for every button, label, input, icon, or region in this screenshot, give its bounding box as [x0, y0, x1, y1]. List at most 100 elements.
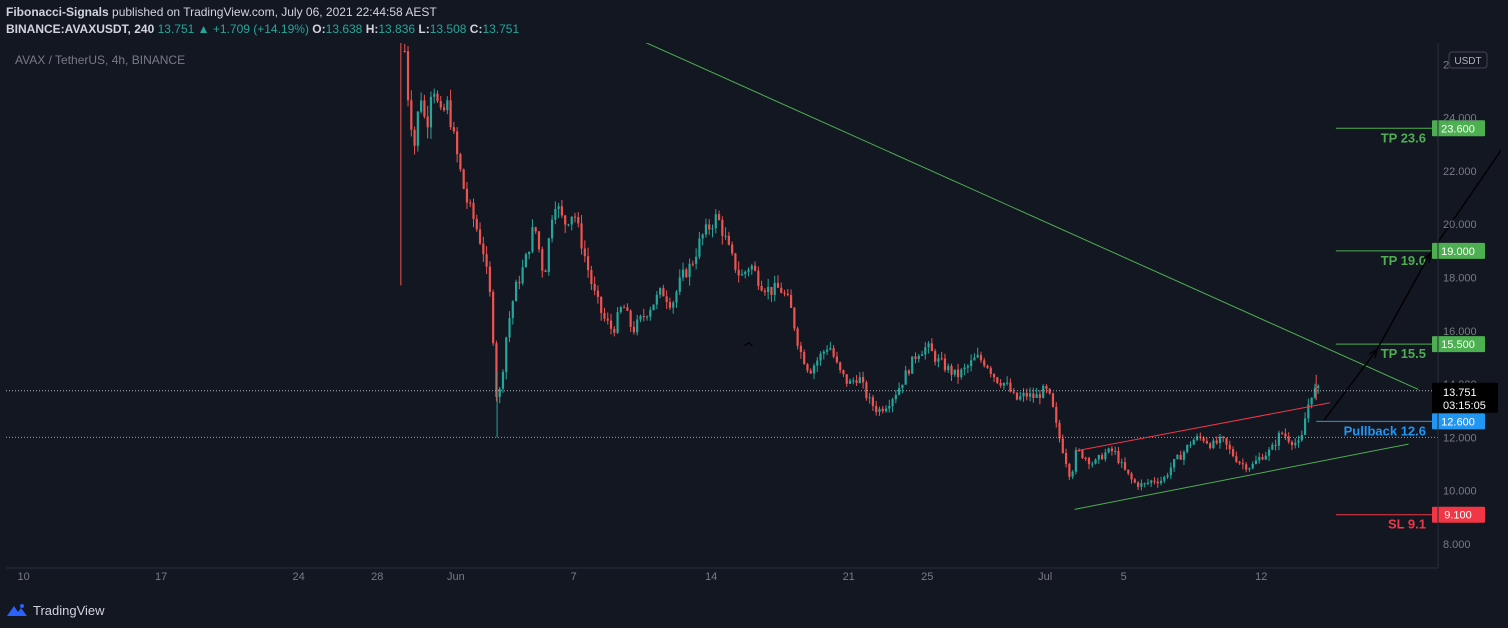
- candle-body: [672, 302, 675, 308]
- candle-body: [410, 100, 413, 130]
- candle-body: [1143, 483, 1146, 485]
- candle-body: [1051, 393, 1055, 407]
- candle-body: [1084, 458, 1087, 460]
- candle-body: [544, 270, 547, 272]
- price-tick-label: 8.000: [1443, 539, 1471, 551]
- candle-body: [600, 296, 603, 313]
- candle-body: [675, 291, 678, 303]
- candle-body: [606, 318, 609, 321]
- candle-body: [878, 408, 881, 412]
- countdown-text: 03:15:05: [1443, 400, 1486, 412]
- price-tag-tp2: [1432, 242, 1485, 259]
- candle-body: [1261, 457, 1264, 460]
- candle-body: [442, 107, 446, 111]
- candle-body: [825, 349, 829, 352]
- last-price-tag-text: 13.751: [1443, 387, 1477, 399]
- time-tick-label: Jul: [1038, 571, 1052, 583]
- candle-body: [1110, 448, 1114, 452]
- time-axis[interactable]: 10 17 24 28 Jun 7 14 21 25 Jul 5 12: [6, 567, 1438, 583]
- candle-body: [403, 50, 406, 52]
- author-name[interactable]: Fibonacci-Signals: [6, 5, 109, 19]
- price-tick-label: 18.000: [1443, 273, 1477, 285]
- candle-body: [1055, 406, 1058, 423]
- time-tick-label: 28: [371, 571, 383, 583]
- candle-body: [1094, 459, 1097, 464]
- candle-body: [780, 287, 783, 293]
- candle-body: [1274, 444, 1277, 446]
- candle-body: [940, 358, 943, 360]
- chart-panel[interactable]: AVAX / TetherUS, 4h, BINANCE TP 23.6 TP 1…: [6, 23, 1508, 590]
- projection-arrow: [1429, 138, 1508, 254]
- candle-body: [960, 369, 963, 378]
- candle-body: [950, 365, 953, 375]
- candle-body: [1277, 432, 1280, 446]
- candle-body: [750, 265, 753, 270]
- close-value: 13.751: [482, 22, 520, 36]
- candle-body: [973, 357, 976, 361]
- candle-body: [898, 388, 901, 395]
- candle-body: [914, 356, 917, 360]
- drawings-layer: TP 23.6 TP 19.0 TP 15.5 Pullback 12.6 SL 9.1: [6, 23, 1508, 532]
- time-tick-label: 21: [843, 571, 855, 583]
- footer-brand[interactable]: TradingView: [6, 598, 105, 622]
- price-chart[interactable]: AVAX / TetherUS, 4h, BINANCE TP 23.6 TP 1…: [6, 23, 1508, 590]
- price-tag-sl: [1432, 506, 1485, 523]
- candle-body: [986, 365, 989, 368]
- candle-body: [524, 254, 527, 268]
- candle-body: [557, 206, 560, 209]
- candle-body: [1107, 448, 1110, 453]
- candle-body: [783, 292, 786, 294]
- price-tick-label: 16.000: [1443, 326, 1477, 338]
- candle-body: [462, 169, 465, 189]
- candle-body: [812, 365, 816, 374]
- level-label-pullback: Pullback 12.6: [1344, 423, 1426, 438]
- candle-body: [691, 263, 694, 265]
- candle-body: [537, 231, 541, 250]
- candle-body: [596, 290, 600, 297]
- candle-body: [835, 356, 839, 363]
- candle-body: [930, 343, 933, 352]
- close-label: C:: [469, 22, 483, 36]
- candle-body: [518, 281, 521, 284]
- candle-body: [760, 285, 763, 291]
- candle-body: [1150, 480, 1153, 483]
- candle-body: [439, 101, 442, 108]
- candle-body: [727, 235, 730, 245]
- candle-body: [956, 369, 960, 378]
- candle-body: [567, 224, 570, 226]
- candle-body: [508, 318, 511, 338]
- candle-body: [1238, 461, 1241, 464]
- time-tick-label: 24: [293, 571, 305, 583]
- candle-body: [901, 384, 904, 389]
- candle-body: [514, 281, 518, 302]
- candle-body: [655, 294, 658, 305]
- currency-badge-frame: [1448, 51, 1488, 69]
- candle-body: [1251, 463, 1254, 469]
- candle-body: [1153, 480, 1156, 482]
- candle-body: [426, 116, 429, 128]
- currency-badge[interactable]: USDT: [1448, 51, 1488, 69]
- ohlc-legend: BINANCE:AVAXUSDT, 240 13.751 ▲ +1.709 (+…: [6, 22, 519, 36]
- time-tick-label: 25: [921, 571, 933, 583]
- candle-body: [947, 365, 950, 371]
- candle-body: [1264, 455, 1267, 460]
- candle-body: [1068, 463, 1071, 477]
- candle-body: [763, 290, 766, 293]
- candle-body: [465, 188, 469, 203]
- candle-body: [1228, 444, 1231, 450]
- candle-body: [681, 269, 685, 278]
- candle-body: [688, 263, 691, 278]
- price-axis[interactable]: 23.600 19.000 15.500 12.600 9.100 8.000 10.000…: [1432, 43, 1498, 568]
- candle-body: [927, 343, 930, 348]
- candle-body: [619, 307, 622, 313]
- candle-body: [845, 374, 848, 384]
- candle-body: [436, 93, 439, 102]
- candle-body: [708, 224, 711, 230]
- price-tick-label: 24.000: [1443, 113, 1477, 125]
- candle-body: [1087, 458, 1091, 465]
- candle-body: [662, 288, 665, 297]
- candle-body: [1104, 452, 1107, 460]
- price-tick-label: 10.000: [1443, 486, 1477, 498]
- candle-body: [924, 347, 927, 355]
- candle-body: [1042, 385, 1045, 398]
